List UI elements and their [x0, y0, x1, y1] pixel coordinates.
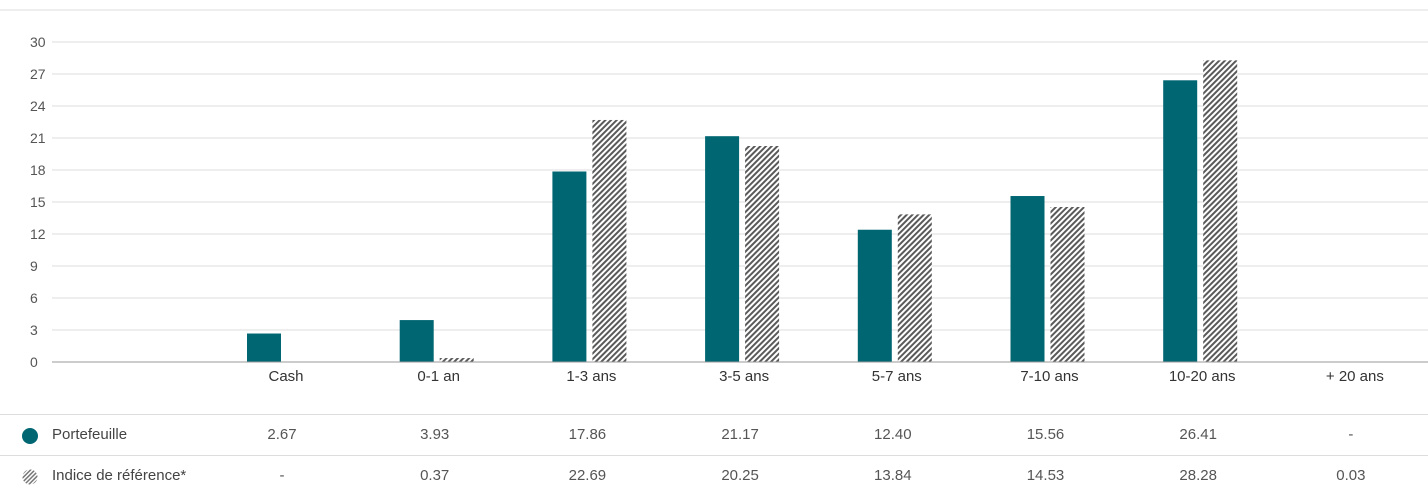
x-category-label: 0-1 an [417, 368, 460, 385]
y-tick-label: 30 [30, 34, 46, 50]
bar-benchmark[interactable] [1203, 60, 1238, 362]
row-label: Portefeuille [52, 426, 128, 443]
table-cell: 21.17 [721, 426, 759, 443]
x-category-label: 5-7 ans [872, 368, 922, 385]
table-cell: 0.37 [420, 467, 450, 484]
bar-benchmark[interactable] [439, 358, 474, 362]
y-tick-label: 9 [30, 258, 38, 274]
bar-benchmark[interactable] [592, 119, 627, 363]
x-category-label: 1-3 ans [566, 368, 616, 385]
x-category-label: 3-5 ans [719, 368, 769, 385]
y-tick-label: 18 [30, 162, 46, 178]
x-category-label: 10-20 ans [1169, 368, 1236, 385]
bar-chart: 0 3 6 9 12 15 18 21 24 27 30 Cash 0-1 an 1-3 ans 3-5 … [0, 9, 1428, 385]
y-tick-label: 27 [30, 66, 46, 82]
y-tick-label: 15 [30, 194, 46, 210]
x-category-label: + 20 ans [1326, 368, 1384, 385]
x-axis-categories: Cash 0-1 an 1-3 ans 3-5 ans 5-7 ans 7-10 ans 1… [268, 368, 1383, 385]
table-cell: 0.03 [1336, 467, 1366, 484]
row-label: Indice de référence* [52, 467, 187, 484]
table-cell: 17.86 [568, 426, 607, 443]
hatched-circle-icon [22, 469, 38, 485]
bar-benchmark[interactable] [897, 214, 932, 362]
y-tick-label: 0 [30, 354, 38, 370]
y-axis-ticks: 0 3 6 9 12 15 18 21 24 27 30 [30, 34, 46, 370]
bar-portfolio[interactable] [1163, 80, 1198, 362]
table-cell: 13.84 [874, 467, 912, 484]
y-tick-label: 6 [30, 290, 38, 306]
bar-benchmark[interactable] [1050, 207, 1085, 362]
table-row-portfolio: Portefeuille 2.67 3.93 17.86 21.17 12.40 15.5… [0, 414, 1428, 455]
bar-portfolio[interactable] [705, 136, 740, 362]
table-cell: 26.41 [1179, 426, 1217, 443]
bar-benchmark[interactable] [745, 146, 780, 362]
data-table: Portefeuille 2.67 3.93 17.86 21.17 12.40 15.5… [0, 414, 1428, 496]
bar-portfolio[interactable] [399, 320, 434, 362]
y-tick-label: 21 [30, 130, 46, 146]
y-tick-label: 12 [30, 226, 46, 242]
filled-circle-icon [22, 428, 38, 444]
table-cell: 3.93 [420, 426, 450, 443]
table-cell: 22.69 [568, 467, 607, 484]
x-category-label: Cash [268, 368, 303, 385]
y-tick-label: 24 [30, 98, 46, 114]
table-cell: 14.53 [1026, 467, 1065, 484]
table-cell: 28.28 [1179, 467, 1217, 484]
table-cell: 12.40 [874, 426, 912, 443]
table-cell: - [279, 467, 285, 484]
table-cell: 15.56 [1026, 426, 1065, 443]
grid-lines [52, 41, 1428, 331]
table-cell: - [1348, 426, 1354, 443]
table-row-benchmark: Indice de référence* - 0.37 22.69 20.25 13.8… [0, 455, 1428, 496]
table-cell: 20.25 [721, 467, 759, 484]
bar-portfolio[interactable] [552, 171, 587, 362]
x-category-label: 7-10 ans [1020, 368, 1078, 385]
bar-portfolio[interactable] [857, 229, 892, 362]
table-cell: 2.67 [267, 426, 297, 443]
bar-portfolio[interactable] [247, 333, 281, 362]
bar-portfolio[interactable] [1010, 196, 1045, 362]
y-tick-label: 3 [30, 322, 38, 338]
bars [247, 60, 1390, 363]
